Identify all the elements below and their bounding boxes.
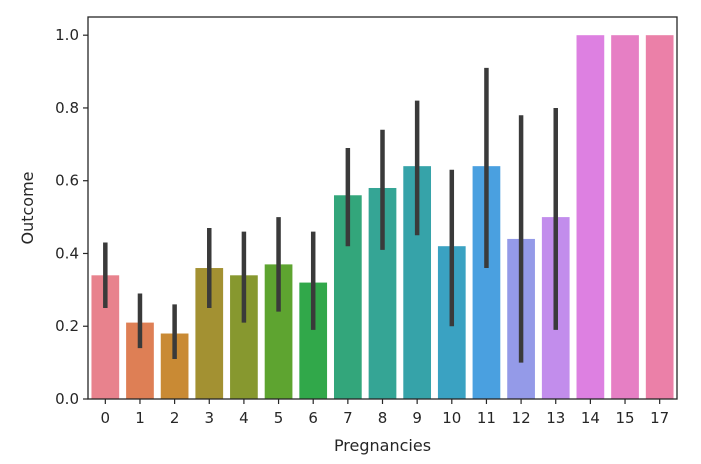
- x-tick-label: 1: [135, 409, 145, 427]
- x-tick-label: 11: [477, 409, 496, 427]
- x-tick-label: 17: [650, 409, 669, 427]
- bars-group: [91, 35, 674, 399]
- x-ticks: 0 1 2 3 4 5 6 7 8 9 10 11 12 13 14 15 17: [101, 399, 669, 427]
- x-tick-label: 3: [204, 409, 214, 427]
- bar-17: [645, 35, 674, 399]
- x-tick-label: 2: [170, 409, 180, 427]
- error-bars-group: [103, 67, 558, 363]
- x-tick-label: 15: [615, 409, 634, 427]
- x-tick-label: 12: [512, 409, 531, 427]
- x-tick-label: 10: [442, 409, 461, 427]
- y-tick-label: 0.0: [55, 390, 79, 408]
- y-tick-label: 1.0: [55, 26, 79, 44]
- x-tick-label: 0: [101, 409, 111, 427]
- x-tick-label: 7: [343, 409, 353, 427]
- y-axis-label: Outcome: [18, 171, 37, 244]
- bar-14: [576, 35, 605, 399]
- y-tick-label: 0.2: [55, 317, 79, 335]
- x-tick-label: 5: [274, 409, 284, 427]
- x-tick-label: 9: [412, 409, 422, 427]
- y-ticks: 0.0 0.2 0.4 0.6 0.8 1.0: [55, 26, 88, 408]
- x-tick-label: 8: [378, 409, 388, 427]
- x-tick-label: 14: [581, 409, 600, 427]
- x-tick-label: 4: [239, 409, 249, 427]
- y-tick-label: 0.6: [55, 172, 79, 190]
- x-tick-label: 13: [546, 409, 565, 427]
- x-tick-label: 6: [308, 409, 318, 427]
- y-tick-label: 0.4: [55, 244, 79, 262]
- x-axis-label: Pregnancies: [334, 436, 431, 455]
- y-tick-label: 0.8: [55, 99, 79, 117]
- bar-15: [611, 35, 639, 399]
